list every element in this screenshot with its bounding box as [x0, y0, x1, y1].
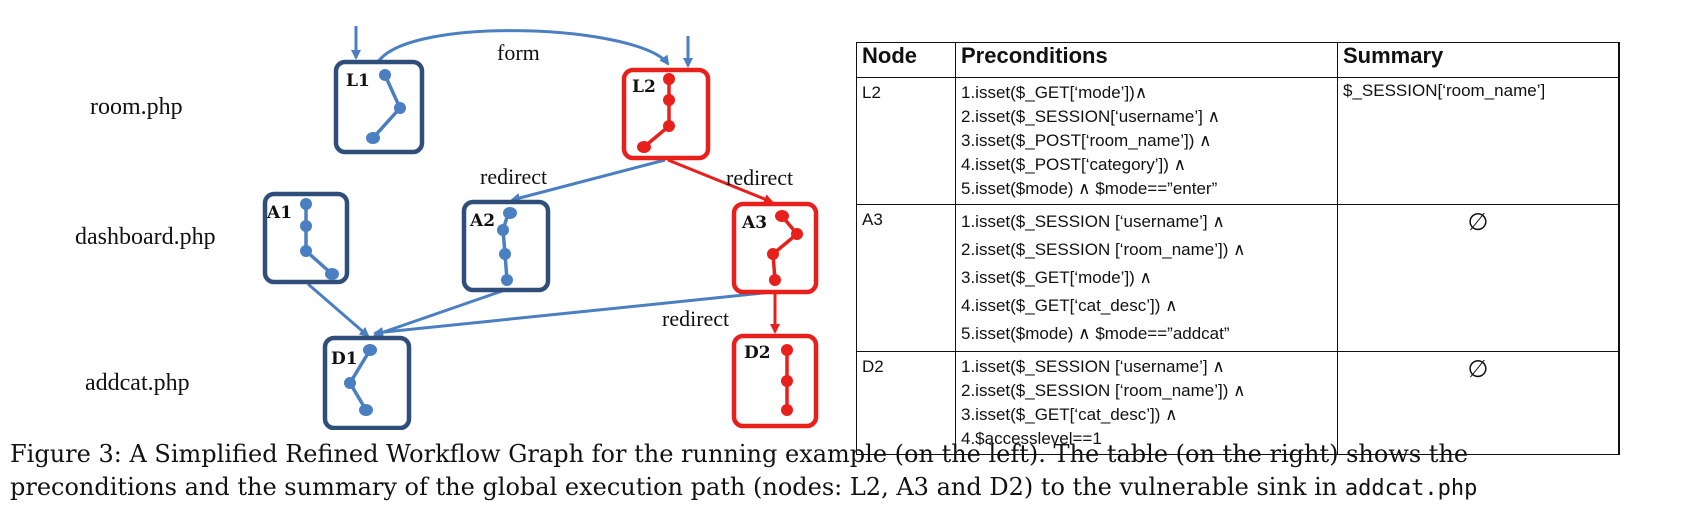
precondition: 3.isset($_POST[‘room_name’]) ∧: [961, 131, 1212, 150]
node-a1: A1: [262, 191, 350, 285]
edge-redirect-l2-a2: [510, 158, 666, 203]
node-label-a3: A3: [741, 213, 767, 233]
precondition: 3.isset($_GET[‘cat_desc’]) ∧: [961, 405, 1178, 424]
node-d2: D2: [731, 333, 819, 429]
edge-redirect-l2-a3: [667, 158, 774, 204]
precondition: 5.isset($mode) ∧ $mode==”addcat”: [961, 324, 1230, 343]
edge-label-form: form: [497, 40, 540, 65]
precondition: 1.isset($_SESSION [‘username’] ∧: [961, 212, 1225, 231]
node-l1: L1: [333, 59, 425, 155]
table-row: A3 1.isset($_SESSION [‘username’] ∧ 2.is…: [856, 204, 1620, 352]
edge-label-redirect-l2-a2: redirect: [480, 164, 547, 189]
node-a2: A2: [461, 199, 551, 293]
page-label-dashboard: dashboard.php: [75, 224, 216, 250]
edge-form-l1-l2: [376, 29, 670, 66]
edge-a3-d1: [373, 290, 774, 338]
edge-a2-d1: [373, 288, 506, 338]
header-node: Node: [856, 42, 956, 78]
caption-line-2-text: preconditions and the summary of the glo…: [10, 473, 1345, 501]
node-label-d2: D2: [744, 343, 771, 363]
header-preconditions: Preconditions: [955, 42, 1338, 78]
row-node: D2: [856, 351, 956, 455]
row-summary: ∅: [1337, 351, 1620, 455]
precondition: 4.isset($_POST[‘category’]) ∧: [961, 155, 1187, 174]
precondition: 2.isset($_SESSION[‘username’] ∧: [961, 107, 1221, 126]
edge-label-redirect-a3-d2: redirect: [662, 306, 729, 331]
page-label-addcat: addcat.php: [85, 370, 190, 396]
row-summary: ∅: [1337, 204, 1620, 352]
row-summary: $_SESSION[‘room_name’]: [1337, 77, 1620, 205]
table-row: L2 1.isset($_GET[‘mode’])∧ 2.isset($_SES…: [856, 77, 1620, 205]
node-label-d1: D1: [331, 349, 358, 369]
caption-code: addcat.php: [1344, 476, 1478, 501]
precondition: 2.isset($_SESSION [‘room_name’]) ∧: [961, 381, 1246, 400]
node-d1: D1: [322, 335, 412, 430]
node-l2: L2: [621, 67, 711, 161]
precondition: 2.isset($_SESSION [‘room_name’]) ∧: [961, 240, 1246, 259]
header-summary: Summary: [1337, 42, 1620, 78]
precondition: 3.isset($_GET[‘mode’]) ∧: [961, 268, 1153, 287]
figure-caption: Figure 3: A Simplified Refined Workflow …: [10, 438, 1675, 505]
node-label-l2: L2: [632, 77, 656, 97]
row-node: L2: [856, 77, 956, 205]
row-preconditions: 1.isset($_SESSION [‘username’] ∧ 2.isset…: [955, 204, 1338, 352]
edge-label-redirect-l2-a3: redirect: [726, 165, 793, 190]
table-header-row: Node Preconditions Summary: [856, 42, 1620, 78]
row-node: A3: [856, 204, 956, 352]
table-row: D2 1.isset($_SESSION [‘username’] ∧ 2.is…: [856, 351, 1620, 455]
precondition: 4.$accesslevel==1: [961, 429, 1102, 448]
caption-line-2: preconditions and the summary of the glo…: [10, 471, 1675, 505]
workflow-graph: room.php dashboard.php addcat.php form r…: [75, 26, 819, 430]
row-preconditions: 1.isset($_SESSION [‘username’] ∧ 2.isset…: [955, 351, 1338, 455]
edge-a1-d1: [307, 282, 370, 338]
node-label-a1: A1: [266, 203, 292, 223]
precondition: 1.isset($_GET[‘mode’])∧: [961, 83, 1148, 102]
caption-line-1: Figure 3: A Simplified Refined Workflow …: [10, 440, 1469, 468]
node-label-l1: L1: [346, 71, 370, 91]
precondition: 5.isset($mode) ∧ $mode==”enter”: [961, 179, 1218, 198]
node-a3: A3: [731, 201, 819, 295]
page-label-room: room.php: [90, 94, 183, 120]
preconditions-table: Node Preconditions Summary L2 1.isset($_…: [856, 42, 1620, 455]
precondition: 1.isset($_SESSION [‘username’] ∧: [961, 357, 1225, 376]
precondition: 4.isset($_GET[‘cat_desc’]) ∧: [961, 296, 1178, 315]
node-label-a2: A2: [469, 211, 495, 231]
row-preconditions: 1.isset($_GET[‘mode’])∧ 2.isset($_SESSIO…: [955, 77, 1338, 205]
